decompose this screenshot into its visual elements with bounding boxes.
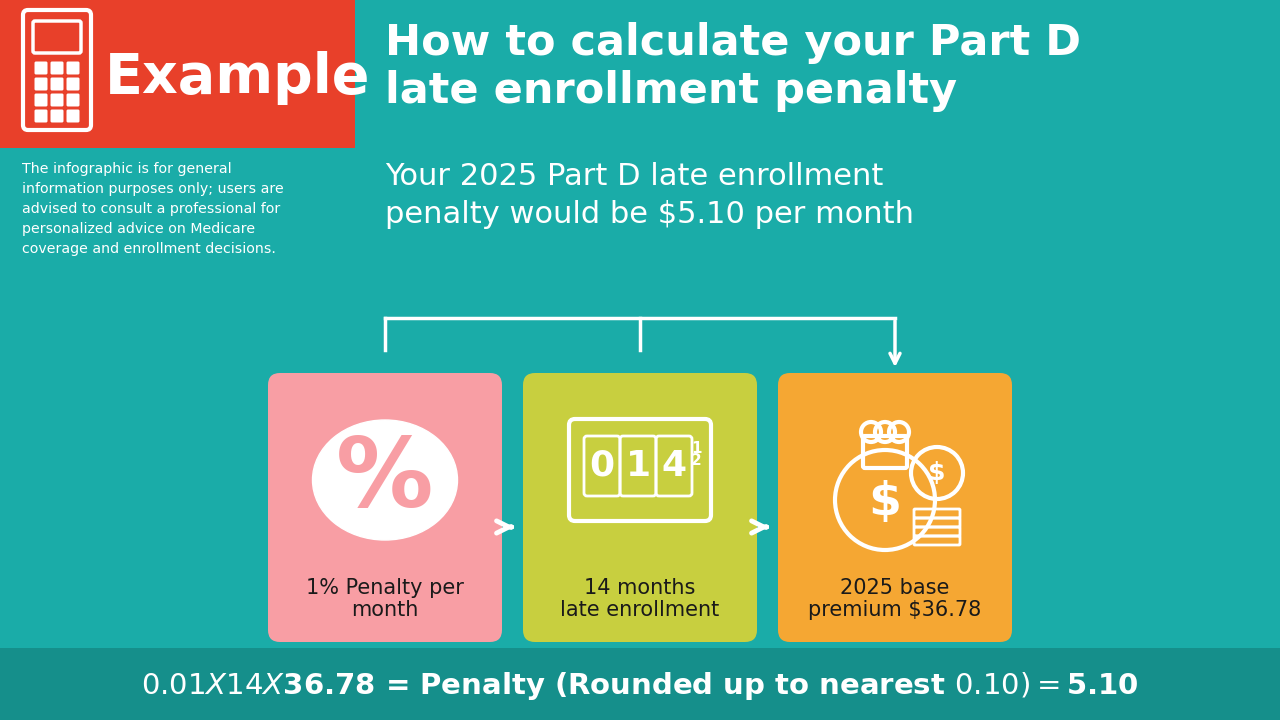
FancyBboxPatch shape: [35, 109, 47, 122]
FancyBboxPatch shape: [35, 78, 47, 91]
FancyBboxPatch shape: [35, 94, 47, 107]
Text: month: month: [351, 600, 419, 620]
Text: How to calculate your Part D: How to calculate your Part D: [385, 22, 1082, 64]
FancyBboxPatch shape: [50, 78, 64, 91]
Text: Your 2025 Part D late enrollment: Your 2025 Part D late enrollment: [385, 162, 883, 191]
Text: 2025 base: 2025 base: [840, 578, 950, 598]
Ellipse shape: [312, 420, 457, 540]
Text: 0: 0: [589, 449, 614, 483]
FancyBboxPatch shape: [35, 61, 47, 74]
FancyBboxPatch shape: [778, 373, 1012, 642]
Text: $: $: [869, 480, 901, 524]
Text: penalty would be $5.10 per month: penalty would be $5.10 per month: [385, 200, 914, 229]
FancyBboxPatch shape: [50, 109, 64, 122]
Text: 2: 2: [691, 453, 701, 468]
Text: 1% Penalty per: 1% Penalty per: [306, 578, 463, 598]
Text: 1: 1: [626, 449, 650, 483]
Text: late enrollment: late enrollment: [561, 600, 719, 620]
Text: late enrollment penalty: late enrollment penalty: [385, 70, 957, 112]
Text: $0.01 X 14 X $36.78 = Penalty (Rounded up to nearest $0.10) = $5.10: $0.01 X 14 X $36.78 = Penalty (Rounded u…: [141, 670, 1139, 702]
Text: 14 months: 14 months: [584, 578, 696, 598]
FancyBboxPatch shape: [67, 94, 79, 107]
FancyBboxPatch shape: [50, 61, 64, 74]
Text: $: $: [928, 461, 946, 485]
Text: 4: 4: [662, 449, 686, 483]
Text: Example: Example: [105, 51, 370, 105]
FancyBboxPatch shape: [67, 61, 79, 74]
FancyBboxPatch shape: [0, 648, 1280, 720]
FancyBboxPatch shape: [524, 373, 756, 642]
FancyBboxPatch shape: [67, 109, 79, 122]
Text: The infographic is for general
information purposes only; users are
advised to c: The infographic is for general informati…: [22, 162, 284, 256]
Text: premium $36.78: premium $36.78: [809, 600, 982, 620]
FancyBboxPatch shape: [50, 94, 64, 107]
Text: %: %: [337, 433, 434, 526]
FancyBboxPatch shape: [67, 78, 79, 91]
FancyBboxPatch shape: [0, 0, 355, 148]
Text: 1: 1: [691, 441, 701, 456]
FancyBboxPatch shape: [268, 373, 502, 642]
